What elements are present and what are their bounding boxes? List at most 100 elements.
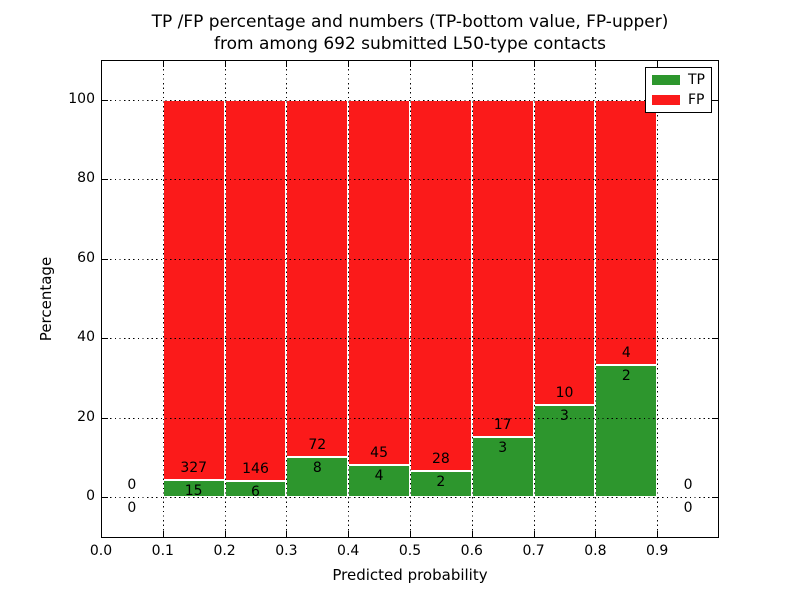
bar-count-label-fp: 0: [683, 477, 693, 493]
bar-segment-tp: [533, 405, 596, 497]
bar-segment-fp: [471, 100, 534, 438]
x-axis-label: Predicted probability: [332, 566, 488, 584]
bar-count-label-fp: 17: [493, 417, 512, 434]
y-tick-label: 40: [77, 329, 95, 346]
x-tick-top: [410, 61, 411, 67]
bar-segment-tp: [595, 364, 658, 497]
x-tick-label: 0.0: [89, 543, 113, 559]
chart-title-line2: from among 692 submitted L50-type contac…: [214, 34, 606, 54]
chart-title-line1: TP /FP percentage and numbers (TP-bottom…: [151, 12, 669, 32]
gridline-x-0.3: [286, 60, 288, 538]
legend-item-fp: FP: [652, 91, 705, 108]
y-tick-right: [712, 338, 718, 340]
y-tick-label: 100: [68, 91, 95, 107]
x-tick-label: 0.9: [646, 543, 669, 559]
left-spine: [101, 60, 102, 538]
y-tick-right: [712, 100, 718, 101]
x-tick-bottom: [348, 531, 350, 537]
x-tick-label: 0.7: [522, 543, 545, 559]
bar-segment-fp: [410, 100, 472, 471]
tp-color-swatch: [652, 75, 680, 85]
x-tick-label: 0.1: [151, 543, 174, 559]
bar-count-label-tp: 8: [312, 460, 322, 477]
bar-count-label-tp: 6: [251, 484, 260, 501]
bar-count-label-tp: 15: [184, 482, 203, 499]
bar-count-label-tp: 0: [127, 500, 137, 516]
x-tick-label: 0.3: [275, 543, 298, 559]
gridline-x-0.7: [533, 60, 535, 538]
legend: TP FP: [645, 67, 712, 113]
x-tick-label: 0.4: [337, 543, 360, 559]
bar-count-label-tp: 2: [436, 473, 446, 490]
legend-label: TP: [688, 71, 705, 88]
y-tick-right: [712, 258, 718, 260]
bar-count-label-tp: 3: [498, 440, 508, 457]
x-tick-label: 0.2: [213, 543, 236, 559]
bar-count-label-fp: 45: [370, 444, 388, 461]
y-tick-right: [712, 417, 718, 419]
y-tick-left: [102, 338, 108, 340]
y-tick-left: [102, 100, 108, 101]
bar-count-label-tp: 2: [621, 367, 631, 384]
bar-count-label-fp: 0: [127, 477, 137, 493]
y-tick-left: [102, 417, 108, 419]
x-tick-bottom: [595, 531, 597, 537]
x-tick-top: [286, 61, 288, 67]
top-spine: [101, 60, 719, 61]
legend-item-tp: TP: [652, 71, 705, 88]
legend-label: FP: [688, 91, 705, 108]
x-tick-bottom: [410, 531, 411, 537]
bar-count-label-fp: 4: [621, 344, 631, 361]
bar-count-label-fp: 10: [555, 385, 574, 402]
bar-segment-fp: [348, 100, 410, 465]
y-tick-left: [102, 497, 108, 498]
y-tick-label: 80: [77, 170, 95, 187]
bar-segment-tp: [286, 457, 349, 497]
x-tick-bottom: [286, 531, 288, 537]
y-tick-left: [102, 179, 108, 181]
chart-title: TP /FP percentage and numbers (TP-bottom…: [110, 11, 710, 55]
bar-count-label-fp: 28: [431, 450, 450, 467]
bar-count-label-tp: 4: [374, 467, 384, 484]
bar-segment-tp: [348, 464, 410, 497]
bar-segment-fp: [595, 100, 658, 365]
x-tick-label: 0.6: [460, 543, 483, 559]
x-tick-top: [162, 61, 164, 67]
bar-count-label-fp: 146: [242, 461, 269, 478]
bottom-spine: [101, 537, 719, 538]
x-tick-top: [533, 61, 535, 67]
x-tick-top: [595, 61, 597, 67]
x-tick-bottom: [533, 531, 535, 537]
y-tick-label: 0: [86, 488, 95, 504]
bar-count-label-fp: 327: [180, 459, 208, 476]
x-tick-bottom: [657, 531, 659, 537]
gridline-x-0.1: [162, 60, 164, 538]
y-tick-right: [712, 179, 718, 181]
y-tick-label: 20: [77, 408, 95, 425]
y-tick-right: [712, 497, 718, 498]
gridline-x-0.5: [410, 60, 411, 538]
x-tick-label: 0.8: [584, 543, 607, 559]
fp-color-swatch: [652, 95, 680, 105]
x-tick-label: 0.5: [398, 543, 422, 559]
bar-count-label-tp: 3: [560, 408, 569, 425]
gridline-x-0.4: [348, 60, 350, 538]
y-tick-left: [102, 258, 108, 260]
right-spine: [718, 60, 719, 538]
x-tick-top: [471, 61, 473, 67]
bar-count-label-tp: 0: [683, 500, 693, 516]
y-tick-label: 60: [77, 249, 95, 266]
bar-count-label-fp: 72: [308, 437, 327, 454]
x-tick-bottom: [101, 531, 102, 537]
gridline-x-0.6: [471, 60, 473, 538]
x-tick-top: [348, 61, 350, 67]
bar-segment-fp: [533, 100, 596, 406]
x-tick-top: [224, 61, 226, 67]
bar-segment-fp: [162, 100, 225, 480]
bar-segment-tp: [471, 437, 534, 497]
x-tick-top: [101, 61, 102, 67]
x-tick-bottom: [224, 531, 226, 537]
gridline-x-0.8: [595, 60, 597, 538]
x-tick-top: [657, 61, 659, 67]
